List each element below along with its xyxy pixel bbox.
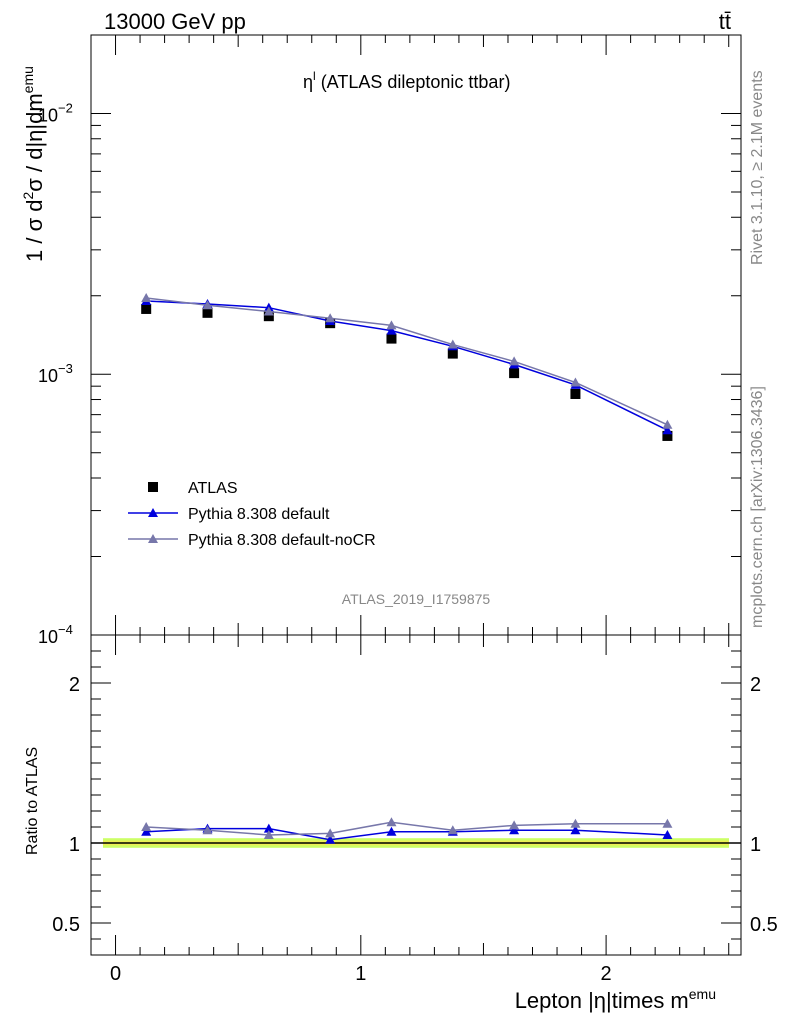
main-series	[141, 293, 673, 441]
y-tick-label: 10−3	[38, 361, 73, 386]
data-point	[509, 356, 520, 366]
rivet-label: Rivet 3.1.10, ≥ 2.1M events	[749, 70, 766, 265]
ratio-band	[91, 838, 741, 848]
ratio-point	[570, 825, 581, 835]
legend-marker	[148, 534, 158, 543]
ratio-series	[141, 817, 673, 844]
ratio-panel: 0.5 0.5 1 1 2 2 0 1 2 Ratio to ATLAS Lepton |η|…	[24, 634, 778, 1013]
data-point	[141, 303, 152, 314]
series-pythia-8-308-default-nocr	[141, 293, 673, 429]
series-line	[146, 300, 668, 431]
data-point	[386, 333, 397, 344]
legend: ATLAS Pythia 8.308 default Pythia 8.308 de…	[128, 480, 376, 549]
legend-item: Pythia 8.308 default-noCR	[128, 532, 376, 549]
data-point	[447, 339, 458, 349]
main-y-tick-labels: 10−2 10−3 10−4	[38, 100, 73, 647]
data-point	[386, 325, 397, 335]
ratio-point	[202, 825, 213, 835]
legend-label: Pythia 8.308 default	[188, 506, 330, 523]
ratio-point	[141, 826, 152, 836]
ratio-y-tick-label-right: 1	[750, 834, 761, 856]
series-line	[146, 297, 668, 426]
series-pythia-8-308-default	[141, 295, 673, 435]
process-label: tt̄	[719, 9, 731, 34]
legend-marker	[148, 482, 158, 492]
legend-item: Pythia 8.308 default	[128, 506, 330, 523]
legend-label: ATLAS	[188, 480, 238, 497]
chart-title: ηl (ATLAS dileptonic ttbar)	[303, 69, 510, 92]
ratio-y-tick-label-right: 2	[750, 674, 761, 696]
x-axis-label: Lepton |η|times memu	[515, 986, 716, 1013]
y-tick-label: 10−4	[38, 622, 73, 647]
data-point	[509, 368, 520, 379]
legend-marker	[148, 508, 158, 517]
y-tick-label: 10−2	[38, 100, 73, 125]
analysis-watermark: ATLAS_2019_I1759875	[342, 591, 491, 607]
ratio-line	[146, 827, 668, 841]
ratio-y-axis-label: Ratio to ATLAS	[24, 747, 41, 855]
ratio-point	[325, 834, 336, 844]
ratio-frame	[90, 634, 742, 956]
ratio-point	[263, 830, 274, 839]
data-point	[662, 425, 673, 435]
ratio-y-tick-label: 0.5	[52, 914, 80, 936]
ratio-point	[570, 818, 581, 828]
ratio-point	[447, 825, 458, 835]
data-point	[447, 348, 458, 359]
data-point	[202, 307, 213, 318]
main-ticks	[90, 34, 741, 636]
data-point	[662, 430, 673, 441]
ratio-point	[386, 817, 397, 827]
legend-item: ATLAS	[148, 480, 238, 497]
data-point	[141, 293, 152, 303]
ratio-y-tick-label: 1	[69, 834, 80, 856]
legend-label: Pythia 8.308 default-noCR	[188, 532, 376, 549]
data-point	[325, 313, 336, 323]
ratio-point	[662, 830, 673, 839]
ratio-point	[141, 822, 152, 831]
energy-label: 13000 GeV pp	[104, 9, 246, 34]
x-tick-label: 0	[110, 963, 121, 985]
mcplots-label: mcplots.cern.ch [arXiv:1306.3436]	[749, 386, 766, 628]
data-point	[263, 306, 274, 316]
ratio-point	[325, 828, 336, 838]
main-panel: ηl (ATLAS dileptonic ttbar) 1 / σ d2σ / …	[20, 34, 742, 647]
ratio-point	[662, 818, 673, 828]
ratio-y-tick-labels: 0.5 0.5 1 1 2 2	[52, 674, 778, 936]
ratio-point	[509, 825, 520, 835]
data-point	[386, 320, 397, 330]
ratio-y-tick-label-right: 0.5	[750, 914, 778, 936]
x-tick-label: 1	[355, 963, 366, 985]
x-tick-label: 2	[601, 963, 612, 985]
data-point	[570, 377, 581, 387]
ratio-point	[263, 823, 274, 833]
data-point	[662, 419, 673, 429]
ratio-series-pythia-8-308-default-nocr	[141, 817, 673, 839]
ratio-ticks	[90, 634, 741, 955]
data-point	[570, 388, 581, 399]
x-tick-labels: 0 1 2	[110, 963, 612, 985]
series-atlas	[141, 303, 673, 441]
data-point	[202, 300, 213, 310]
ratio-y-tick-label: 2	[69, 674, 80, 696]
y-axis-label: 1 / σ d2σ / d|η|dmemu	[20, 66, 47, 262]
ratio-point	[386, 826, 397, 836]
data-point	[263, 311, 274, 322]
ratio-point	[509, 820, 520, 830]
